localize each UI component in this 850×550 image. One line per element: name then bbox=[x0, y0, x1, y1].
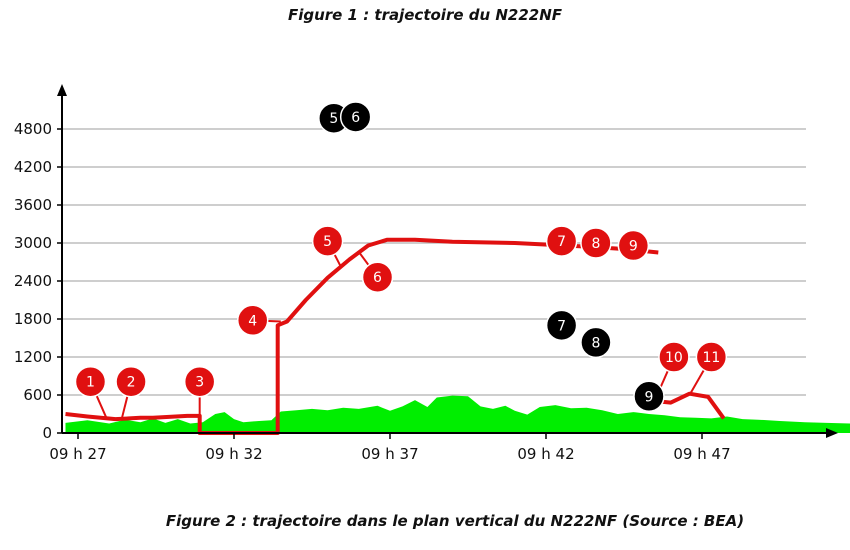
marker-label-2: 2 bbox=[127, 375, 136, 391]
y-tick-label-3000: 3000 bbox=[14, 234, 52, 252]
red-marker-8 bbox=[580, 227, 612, 259]
black-marker-9 bbox=[633, 380, 665, 413]
figure-caption: Figure 2 : trajectoire dans le plan vert… bbox=[165, 512, 745, 530]
y-tick-label-1800: 1800 bbox=[14, 310, 52, 328]
marker-label-7: 7 bbox=[557, 234, 566, 250]
marker-label-9: 9 bbox=[644, 389, 653, 405]
marker-label-6: 6 bbox=[351, 110, 360, 126]
marker-label-6: 6 bbox=[373, 270, 382, 286]
y-tick-labels: 0 600 1200 1800 2400 3000 3600 4200 4800 bbox=[14, 120, 52, 442]
marker-label-1: 1 bbox=[86, 375, 95, 391]
x-tick-label: 09 h 32 bbox=[205, 445, 262, 463]
marker-label-9: 9 bbox=[629, 239, 638, 255]
y-axis-arrow bbox=[57, 84, 67, 96]
red-marker-4 bbox=[236, 304, 269, 337]
y-tick-label-4200: 4200 bbox=[14, 158, 52, 176]
x-tick-labels: 09 h 27 09 h 32 09 h 37 09 h 42 09 h 47 bbox=[49, 445, 730, 463]
y-tick-label-1200: 1200 bbox=[14, 348, 52, 366]
figure-title: Figure 1 : trajectoire du N222NF bbox=[287, 6, 563, 24]
red-marker-6 bbox=[361, 261, 394, 293]
x-tick-label: 09 h 37 bbox=[361, 445, 418, 463]
red-marker-10 bbox=[658, 341, 690, 373]
red-marker-1 bbox=[74, 365, 107, 398]
terrain-area-fill bbox=[65, 395, 850, 433]
red-marker-5 bbox=[311, 225, 344, 257]
red-marker-2 bbox=[115, 365, 147, 398]
marker-label-3: 3 bbox=[195, 375, 204, 391]
x-tick-label: 09 h 47 bbox=[673, 445, 730, 463]
y-tick-label-0: 0 bbox=[42, 424, 52, 442]
marker-label-5: 5 bbox=[329, 111, 338, 127]
terrain-area bbox=[65, 395, 850, 433]
marker-label-5: 5 bbox=[323, 234, 332, 250]
marker-label-4: 4 bbox=[248, 313, 257, 329]
marker-label-7: 7 bbox=[557, 318, 566, 334]
marker-label-8: 8 bbox=[591, 335, 600, 351]
red-marker-3 bbox=[183, 365, 216, 398]
y-tick-label-2400: 2400 bbox=[14, 272, 52, 290]
red-marker-7 bbox=[545, 225, 578, 257]
black-marker-6 bbox=[339, 101, 372, 133]
black-marker-8 bbox=[580, 326, 612, 359]
trajectory-line-main bbox=[65, 237, 659, 435]
marker-label-11: 11 bbox=[702, 350, 720, 366]
y-tick-label-3600: 3600 bbox=[14, 196, 52, 214]
x-tick-label: 09 h 42 bbox=[517, 445, 574, 463]
marker-label-8: 8 bbox=[591, 236, 600, 252]
x-tick-label: 09 h 27 bbox=[49, 445, 106, 463]
y-tick-label-600: 600 bbox=[23, 386, 52, 404]
grid-lines bbox=[62, 128, 806, 396]
red-marker-11 bbox=[695, 341, 728, 373]
axes bbox=[57, 84, 838, 439]
black-marker-7 bbox=[545, 309, 578, 342]
trajectory-line bbox=[65, 237, 726, 435]
marker-label-10: 10 bbox=[665, 350, 683, 366]
y-tick-label-4800: 4800 bbox=[14, 120, 52, 138]
red-marker-9 bbox=[617, 229, 650, 262]
x-axis-arrow bbox=[826, 428, 838, 438]
